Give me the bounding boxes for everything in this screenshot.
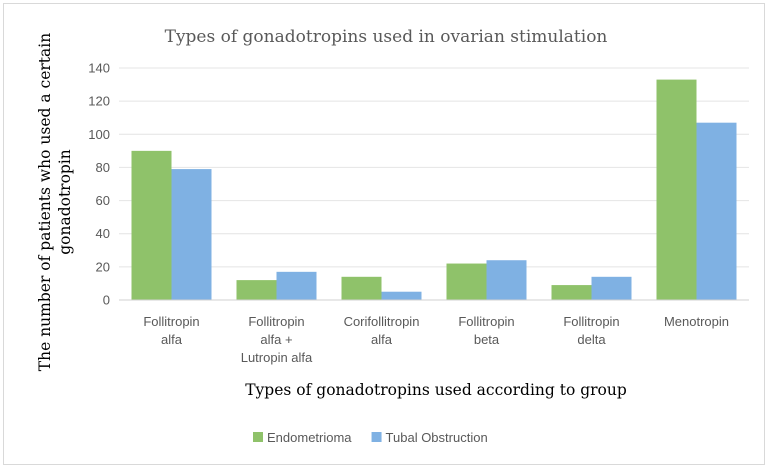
x-tick-label: Corifollitropin alfa bbox=[344, 314, 420, 347]
x-axis-title: Types of gonadotropins used according to… bbox=[245, 381, 627, 399]
legend-swatch bbox=[253, 432, 263, 442]
y-tick-label: 100 bbox=[88, 127, 110, 142]
bar-tubal-obstruction bbox=[696, 122, 737, 300]
bar-tubal-obstruction bbox=[591, 276, 632, 300]
x-tick-label: Follitropin delta bbox=[563, 314, 619, 347]
y-tick-label: 140 bbox=[88, 61, 110, 76]
x-tick-label: Follitropin alfa bbox=[143, 314, 199, 347]
bar-endometrioma bbox=[131, 150, 172, 300]
x-tick-label: Menotropin bbox=[664, 314, 729, 329]
legend-label: Endometrioma bbox=[267, 430, 352, 445]
x-axis-categories: Follitropin alfa Follitropin alfa + Lutropin… bbox=[143, 314, 729, 365]
bar-endometrioma bbox=[341, 276, 382, 300]
y-tick-label: 60 bbox=[96, 193, 110, 208]
bars bbox=[131, 79, 737, 300]
chart-title: Types of gonadotropins used in ovarian s… bbox=[165, 27, 608, 47]
legend-label: Tubal Obstruction bbox=[386, 430, 488, 445]
y-tick-label: 0 bbox=[103, 293, 110, 308]
y-tick-label: 40 bbox=[96, 226, 110, 241]
x-tick-label: Follitropin alfa + Lutropin alfa bbox=[241, 314, 313, 365]
gridlines bbox=[119, 67, 749, 268]
legend-swatch bbox=[371, 432, 382, 442]
y-axis-ticks: 0 20 40 60 80 100 120 140 bbox=[88, 61, 110, 308]
bar-tubal-obstruction bbox=[276, 271, 317, 300]
y-axis-title: The number of patients who used a certai… bbox=[36, 33, 74, 371]
y-tick-label: 120 bbox=[88, 94, 110, 109]
bar-tubal-obstruction bbox=[171, 169, 212, 300]
y-tick-label: 80 bbox=[96, 160, 110, 175]
bar-tubal-obstruction bbox=[486, 260, 527, 300]
bar-endometrioma bbox=[446, 263, 487, 300]
bar-endometrioma bbox=[236, 280, 277, 300]
x-tick-label: Follitropin beta bbox=[458, 314, 514, 347]
bar-tubal-obstruction bbox=[381, 291, 422, 300]
bar-endometrioma bbox=[551, 285, 592, 300]
y-axis-title-line-2: gonadotropin bbox=[56, 149, 74, 255]
y-axis-title-line-1: The number of patients who used a certai… bbox=[36, 33, 54, 371]
y-tick-label: 20 bbox=[96, 259, 110, 274]
legend: Endometrioma Tubal Obstruction bbox=[253, 430, 488, 445]
bar-endometrioma bbox=[656, 79, 697, 300]
